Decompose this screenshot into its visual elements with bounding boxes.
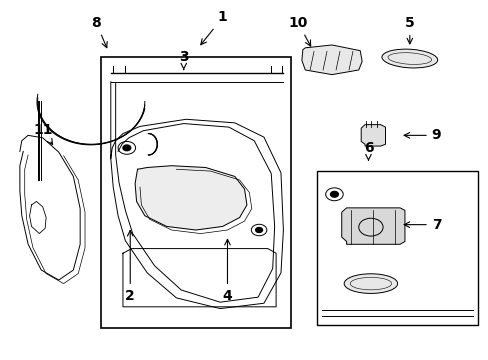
- Text: 5: 5: [404, 16, 414, 44]
- Text: 11: 11: [33, 123, 53, 144]
- Bar: [101, 57, 290, 328]
- Text: 2: 2: [125, 230, 135, 303]
- Text: 3: 3: [179, 50, 188, 69]
- Text: 8: 8: [91, 16, 107, 48]
- Text: 1: 1: [201, 10, 227, 45]
- Ellipse shape: [381, 49, 437, 68]
- Polygon shape: [361, 125, 385, 146]
- Text: 7: 7: [403, 218, 441, 231]
- Circle shape: [365, 223, 376, 231]
- Circle shape: [122, 145, 130, 151]
- Text: 10: 10: [288, 16, 310, 46]
- Polygon shape: [341, 208, 404, 244]
- Text: 6: 6: [363, 141, 372, 161]
- Bar: [317, 171, 477, 325]
- Text: 4: 4: [222, 239, 232, 303]
- Ellipse shape: [344, 274, 397, 293]
- Circle shape: [255, 228, 262, 233]
- Polygon shape: [135, 166, 246, 230]
- Polygon shape: [301, 45, 362, 75]
- Circle shape: [330, 192, 338, 197]
- Text: 9: 9: [403, 129, 441, 142]
